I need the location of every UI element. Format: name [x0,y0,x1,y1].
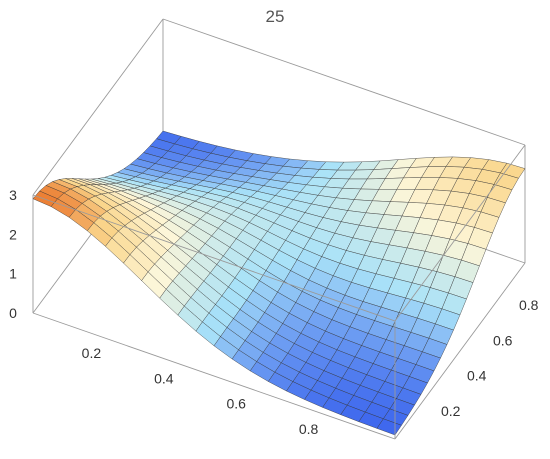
axis-ticks: 0.2 0.4 0.6 0.8 0.2 0.4 0.6 0.8 0 1 2 3 [9,187,539,437]
x-tick-label: 0.2 [82,345,102,361]
z-tick-label: 1 [9,266,17,282]
z-tick-label: 0 [9,305,17,321]
y-tick-label: 0.2 [441,403,461,419]
z-tick-label: 2 [9,226,17,242]
y-tick-label: 0.8 [519,297,539,313]
y-tick-label: 0.6 [493,332,513,348]
x-tick-label: 0.4 [154,370,174,386]
chart-title: 25 [266,7,285,26]
box-edge-front-0 [32,312,396,440]
box-edge-front-3 [32,194,396,322]
x-tick-label: 0.8 [299,421,319,437]
box-edge-front-4 [394,144,526,322]
box-edge-back-5 [32,18,164,196]
box-edge-front-1 [394,262,526,440]
x-tick-label: 0.6 [226,396,246,412]
z-tick-label: 3 [9,187,17,203]
y-tick-label: 0.4 [467,368,487,384]
surface-mesh [32,130,526,436]
box-edge-back-6 [162,18,526,146]
bounding-box-front [32,144,526,440]
